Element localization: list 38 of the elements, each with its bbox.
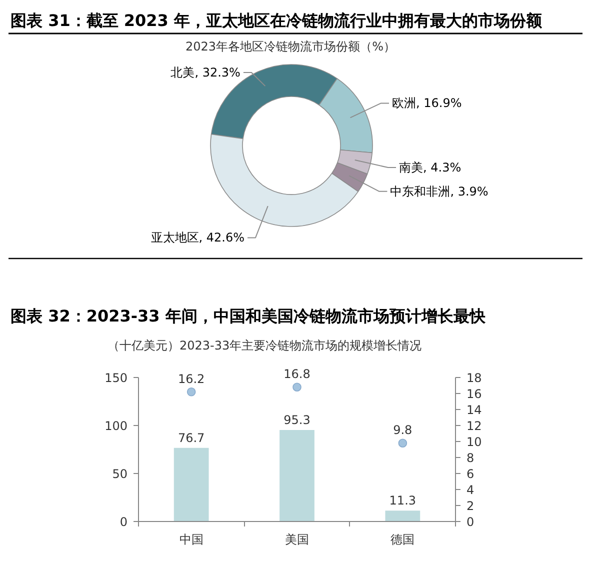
y2-tick-label: 2	[466, 499, 474, 513]
chart-subtitle: 2023年各地区冷链物流市场份额（%）	[186, 40, 396, 54]
y-tick-label: 50	[112, 467, 128, 481]
x-tick-label: 美国	[285, 532, 309, 546]
slice-label: 中东和非洲, 3.9%	[390, 184, 488, 198]
bar	[280, 430, 314, 522]
y2-tick-label: 18	[466, 371, 482, 385]
bar	[174, 448, 209, 522]
y2-tick-label: 6	[466, 467, 474, 481]
slice-label: 南美, 4.3%	[399, 160, 462, 175]
x-tick-label: 中国	[179, 532, 204, 546]
data-label: 76.7	[178, 430, 205, 445]
data-label: 95.3	[284, 413, 310, 428]
point	[186, 388, 196, 396]
chart-subtitle: （十亿美元）2023-33年主要冷链物流市场的规模增长情况	[108, 338, 422, 352]
chart-title: 图表 31：截至 2023 年，亚太地区在冷链物流行业中拥有最大的市场份额	[10, 11, 544, 30]
y-tick-label: 100	[104, 419, 128, 433]
data-label: 16.8	[284, 367, 310, 382]
y2-tick-label: 12	[466, 419, 482, 433]
slice-label: 亚太地区, 42.6%	[150, 230, 245, 245]
chart-title: 图表 32：2023-33 年间，中国和美国冷链物流市场预计增长最快	[10, 306, 486, 326]
y2-tick-label: 4	[466, 483, 474, 497]
bar	[385, 510, 420, 522]
y2-tick-label: 0	[466, 515, 474, 529]
y2-tick-label: 8	[466, 451, 474, 465]
data-label: 16.2	[178, 372, 205, 386]
y-tick-label: 0	[120, 515, 128, 529]
y2-tick-label: 14	[466, 403, 482, 417]
data-label: 9.8	[393, 423, 412, 438]
data-label: 11.3	[389, 494, 416, 508]
point	[292, 382, 302, 392]
slice-label: 欧洲, 16.9%	[392, 96, 462, 110]
y2-tick-label: 10	[466, 435, 482, 449]
y2-tick-label: 16	[466, 387, 482, 401]
point	[398, 438, 408, 448]
slice-label: 北美, 32.3%	[170, 66, 240, 80]
y-tick-label: 150	[104, 371, 128, 385]
x-tick-label: 德国	[390, 532, 415, 546]
